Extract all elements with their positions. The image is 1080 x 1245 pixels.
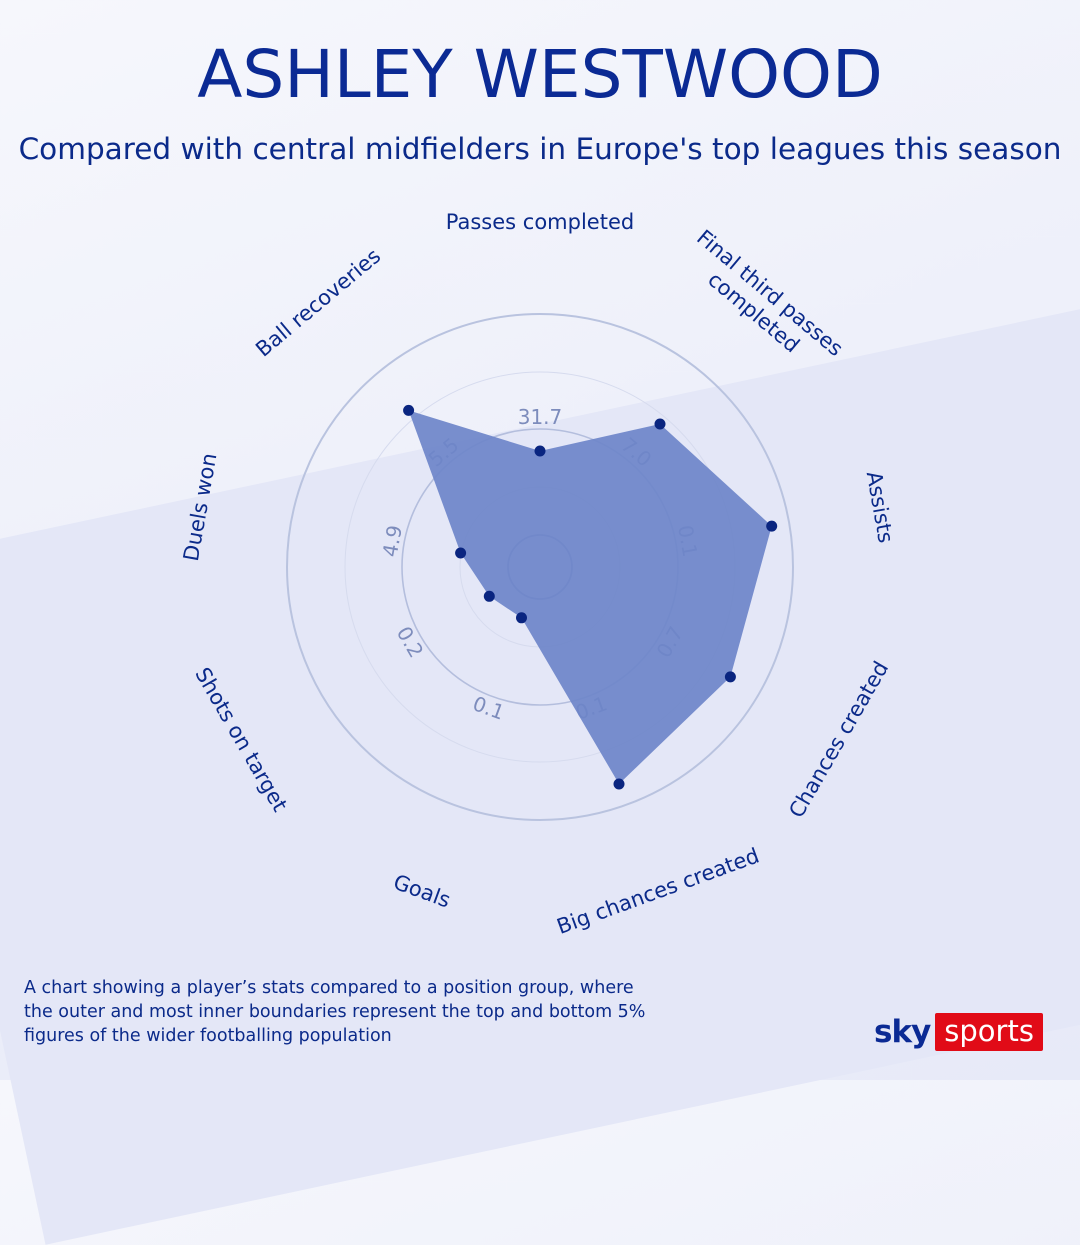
axis-label: Big chances created [554, 843, 763, 939]
data-point [403, 404, 415, 416]
data-point [516, 612, 527, 624]
axis-label: Chances created [784, 657, 893, 822]
scale-label: 0.2 [392, 622, 429, 662]
axis-label: Duels won [179, 451, 222, 563]
axis-label: Goals [390, 870, 453, 913]
chart-ring [286, 313, 794, 821]
chart-footnote: A chart showing a player’s stats compare… [24, 978, 646, 1046]
data-point [654, 418, 666, 430]
radar-chart: 31.77.00.10.70.10.10.24.95.5 Passes comp… [179, 210, 898, 939]
logo-sports-text: sports [935, 1013, 1043, 1051]
data-point [455, 547, 467, 559]
scale-label: 4.9 [378, 523, 407, 558]
axis-label: Shots on target [190, 663, 292, 815]
scale-label: 31.7 [518, 405, 563, 429]
data-point [613, 778, 625, 790]
axis-label: Final third passescompleted [676, 225, 848, 380]
data-point [766, 520, 778, 532]
page-subtitle: Compared with central midfielders in Eur… [18, 132, 1062, 166]
axis-label: Ball recoveries [251, 244, 385, 362]
player-stat-area [408, 410, 772, 784]
data-point [483, 590, 495, 602]
data-point [724, 671, 736, 683]
page-title: ASHLEY WESTWOOD [197, 36, 883, 113]
axis-label: Passes completed [446, 210, 634, 234]
scale-label: 0.1 [470, 691, 508, 724]
data-point [534, 445, 546, 457]
logo-sky-text: sky [874, 1014, 931, 1050]
axis-label: Assists [862, 469, 898, 544]
sky-sports-logo: sky sports [874, 1012, 1043, 1052]
